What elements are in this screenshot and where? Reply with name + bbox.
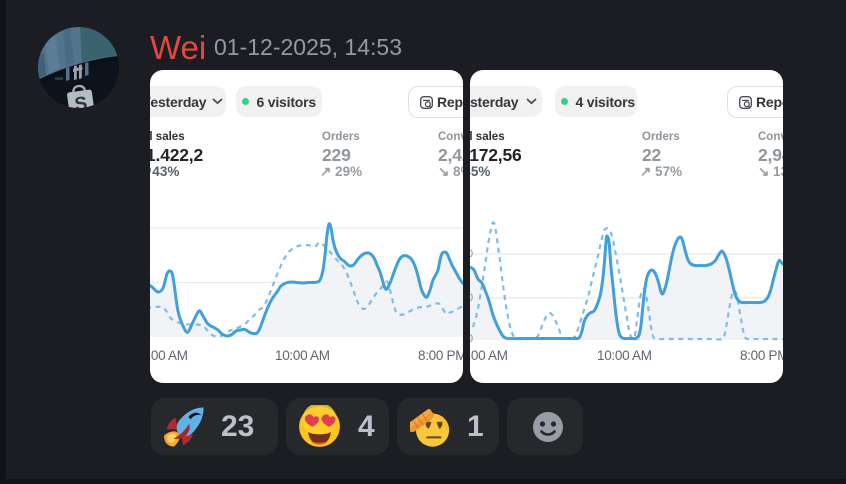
svg-text:S: S — [73, 93, 88, 108]
svg-text:0: 0 — [470, 292, 473, 304]
svg-text:0: 0 — [470, 248, 473, 260]
svg-text:0: 0 — [470, 333, 473, 345]
